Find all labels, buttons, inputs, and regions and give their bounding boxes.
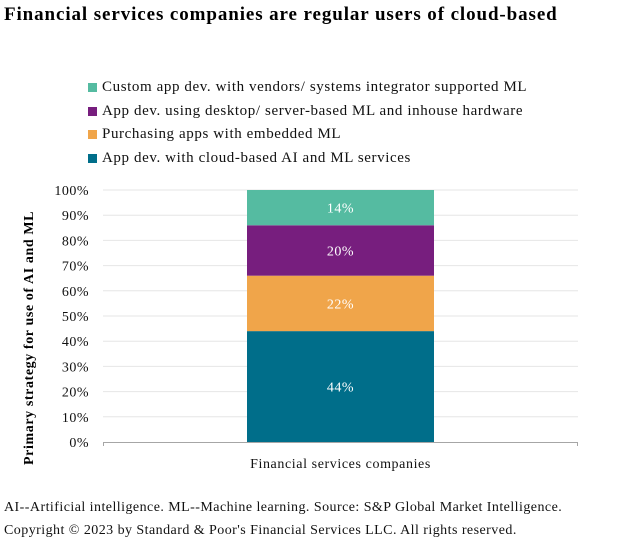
legend-item: Custom app dev. with vendors/ systems in… [88, 76, 527, 100]
y-tick-label: 20% [62, 386, 89, 401]
x-tick-labels: Financial services companies [250, 457, 431, 472]
x-tick-label: Financial services companies [250, 457, 431, 472]
footnote-copyright: Copyright © 2023 by Standard & Poor's Fi… [4, 523, 517, 538]
y-tick-label: 50% [62, 310, 89, 325]
legend-item: App dev. using desktop/ server-based ML … [88, 100, 527, 124]
data-label: 22% [327, 297, 354, 312]
legend-label: App dev. using desktop/ server-based ML … [102, 102, 524, 119]
y-tick-label: 0% [69, 436, 89, 451]
legend-label: Purchasing apps with embedded ML [102, 126, 342, 143]
bar-segment [247, 275, 434, 332]
y-tick-label: 40% [62, 335, 89, 350]
y-tick-label: 30% [62, 360, 89, 375]
footnote-source: AI--Artificial intelligence. ML--Machine… [4, 500, 563, 515]
bar-segment [247, 190, 434, 226]
legend-swatch [88, 83, 97, 93]
y-tick-label: 70% [62, 260, 89, 275]
data-labels: 44% 22% 20% 14% [327, 202, 354, 396]
bar-segment [247, 225, 434, 276]
y-tick-label: 100% [54, 184, 89, 199]
y-tick-label: 90% [62, 209, 89, 224]
legend-swatch [88, 130, 97, 140]
y-tick-labels: 0% 10% 20% 30% 40% 50% 60% 70% 80% 90% 100% [54, 184, 89, 451]
data-label: 20% [327, 244, 354, 259]
legend-item: App dev. with cloud-based AI and ML serv… [88, 147, 527, 171]
chart-title: Financial services companies are regular… [4, 4, 558, 25]
bar-segments [247, 190, 434, 442]
data-label: 14% [327, 202, 354, 217]
legend-label: Custom app dev. with vendors/ systems in… [102, 79, 528, 96]
data-label: 44% [327, 381, 354, 396]
legend-swatch [88, 153, 97, 163]
legend-item: Purchasing apps with embedded ML [88, 123, 527, 147]
legend-label: App dev. with cloud-based AI and ML serv… [102, 149, 411, 166]
x-axis [103, 442, 578, 446]
legend-swatch [88, 106, 97, 116]
legend: Custom app dev. with vendors/ systems in… [88, 76, 527, 170]
y-tick-label: 10% [62, 411, 89, 426]
bar-segment [247, 331, 434, 442]
y-tick-label: 60% [62, 285, 89, 300]
y-tick-label: 80% [62, 234, 89, 249]
